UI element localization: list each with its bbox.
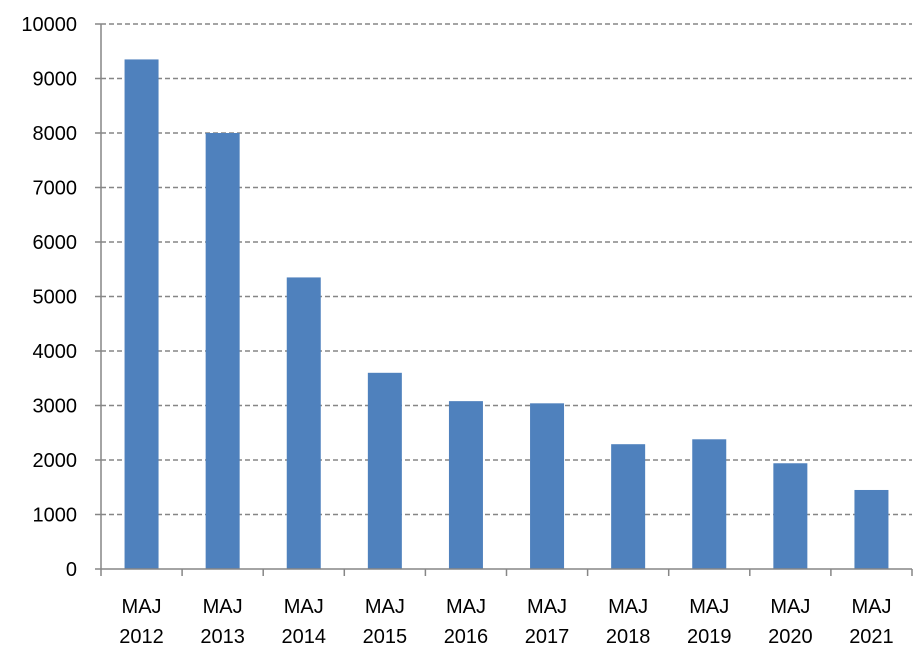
bar <box>124 59 159 570</box>
x-tick-label-line: MAJ <box>122 596 162 618</box>
bar <box>854 489 889 569</box>
x-tick-label-line: MAJ <box>689 596 729 618</box>
x-tick-label: MAJ 2019 <box>687 596 732 645</box>
y-tick-label: 0 <box>66 559 77 581</box>
x-tick-label-line: 2012 <box>119 626 164 645</box>
bar <box>448 401 483 569</box>
bar <box>773 463 808 569</box>
y-tick-label: 4000 <box>33 341 78 363</box>
bar <box>611 444 646 569</box>
x-tick-label-line: MAJ <box>365 596 405 618</box>
y-tick-label: 6000 <box>33 232 78 254</box>
y-tick-labels: 0 1000 2000 3000 4000 5000 6000 7000 8000 9000 100… <box>21 14 77 581</box>
x-tick-label-line: 2020 <box>768 626 813 645</box>
y-tick-label: 1000 <box>33 505 78 527</box>
x-tick-label-line: MAJ <box>527 596 567 618</box>
x-tick-label-line: MAJ <box>284 596 324 618</box>
x-tick-label: MAJ 2018 <box>606 596 651 645</box>
x-tick-label-line: MAJ <box>608 596 648 618</box>
x-tick-label: MAJ 2016 <box>444 596 489 645</box>
x-tick-label-line: MAJ <box>446 596 486 618</box>
bar <box>205 133 240 569</box>
x-tick-label: MAJ 2012 <box>119 596 164 645</box>
x-tick-label-line: 2013 <box>200 626 245 645</box>
x-tick-label-line: MAJ <box>851 596 891 618</box>
x-tick-label-line: 2021 <box>849 626 894 645</box>
x-tick-label-line: MAJ <box>770 596 810 618</box>
bars <box>124 59 889 570</box>
bar <box>286 277 321 569</box>
x-tick-label-line: 2014 <box>282 626 327 645</box>
x-tick-label-line: 2016 <box>444 626 489 645</box>
x-tick-labels: MAJ 2012 MAJ 2013 MAJ 2014 MAJ 2015 MAJ 2016 MAJ 20… <box>119 596 893 645</box>
x-tick-label-line: MAJ <box>203 596 243 618</box>
x-tick-label: MAJ 2015 <box>363 596 408 645</box>
y-tick-label: 10000 <box>21 14 77 36</box>
x-tick-label: MAJ 2020 <box>768 596 813 645</box>
x-tick-label: MAJ 2017 <box>525 596 570 645</box>
x-tick-label-line: 2017 <box>525 626 570 645</box>
x-tick-label-line: 2019 <box>687 626 732 645</box>
y-tick-label: 8000 <box>33 123 78 145</box>
bar <box>692 439 727 569</box>
y-tick-label: 3000 <box>33 396 78 418</box>
x-tick-label-line: 2018 <box>606 626 651 645</box>
y-tick-label: 5000 <box>33 287 78 309</box>
bar <box>367 372 402 569</box>
y-tick-label: 7000 <box>33 178 78 200</box>
x-tick-label: MAJ 2013 <box>200 596 245 645</box>
bar <box>530 403 565 569</box>
x-tick-label: MAJ 2014 <box>282 596 327 645</box>
x-tick-label-line: 2015 <box>363 626 408 645</box>
axes <box>95 23 913 576</box>
y-tick-label: 2000 <box>33 450 78 472</box>
x-tick-label: MAJ 2021 <box>849 596 894 645</box>
y-tick-label: 9000 <box>33 69 78 91</box>
